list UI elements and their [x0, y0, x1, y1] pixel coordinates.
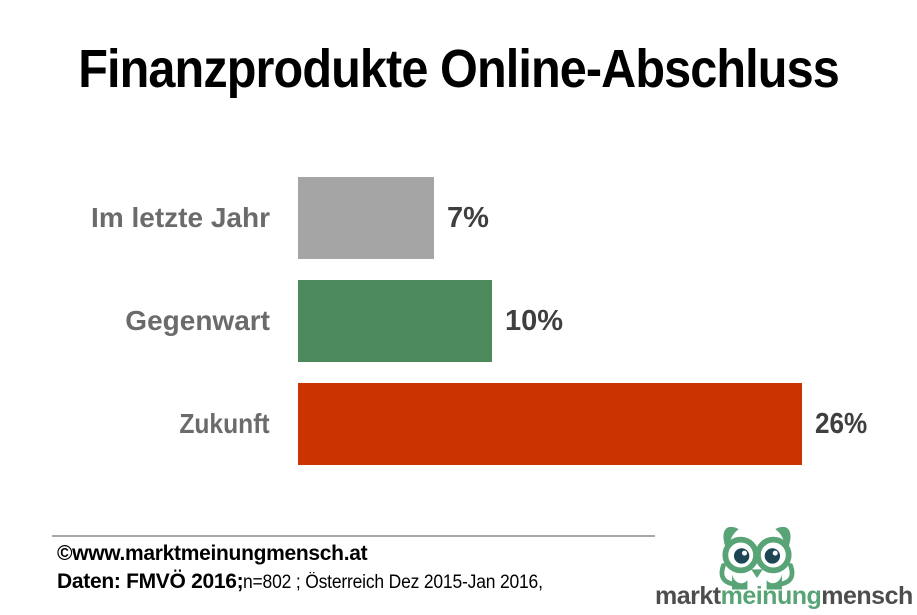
value-label: 7% — [447, 201, 489, 234]
logo-text: marktmeinungmensch — [655, 582, 913, 611]
data-source-bold: Daten: FMVÖ 2016; — [57, 570, 244, 593]
chart-title-text: Finanzprodukte Online-Abschluss — [78, 39, 839, 99]
value-label: 10% — [505, 304, 564, 337]
logo-text-meinung: meinung — [720, 582, 822, 610]
bar-row-zukunft: Zukunft 26% — [0, 383, 873, 465]
value-label: 26% — [815, 407, 868, 440]
data-source-text: Daten: FMVÖ 2016; n=802 ; Österreich Dez… — [57, 570, 569, 594]
footer-divider — [52, 535, 655, 537]
logo-text-mensch: mensch — [821, 582, 913, 610]
bar-row-gegenwart: Gegenwart 10% — [0, 280, 563, 362]
bar-im-letzte-jahr — [298, 177, 434, 259]
category-label: Im letzte Jahr — [91, 202, 270, 233]
logo: marktmeinungmensch — [655, 518, 913, 612]
bar-zukunft — [298, 383, 802, 465]
owl-logo-icon — [719, 526, 795, 590]
copyright-text: ©www.marktmeinungmensch.at — [57, 542, 368, 565]
category-label: Gegenwart — [125, 305, 270, 336]
logo-text-markt: markt — [655, 582, 721, 610]
bar-row-im-letzte-jahr: Im letzte Jahr 7% — [0, 177, 489, 259]
chart-title: Finanzprodukte Online-Abschluss — [0, 36, 917, 102]
data-source-detail: n=802 ; Österreich Dez 2015-Jan 2016, — [243, 572, 544, 593]
bar-gegenwart — [298, 280, 492, 362]
category-label: Zukunft — [179, 408, 270, 439]
